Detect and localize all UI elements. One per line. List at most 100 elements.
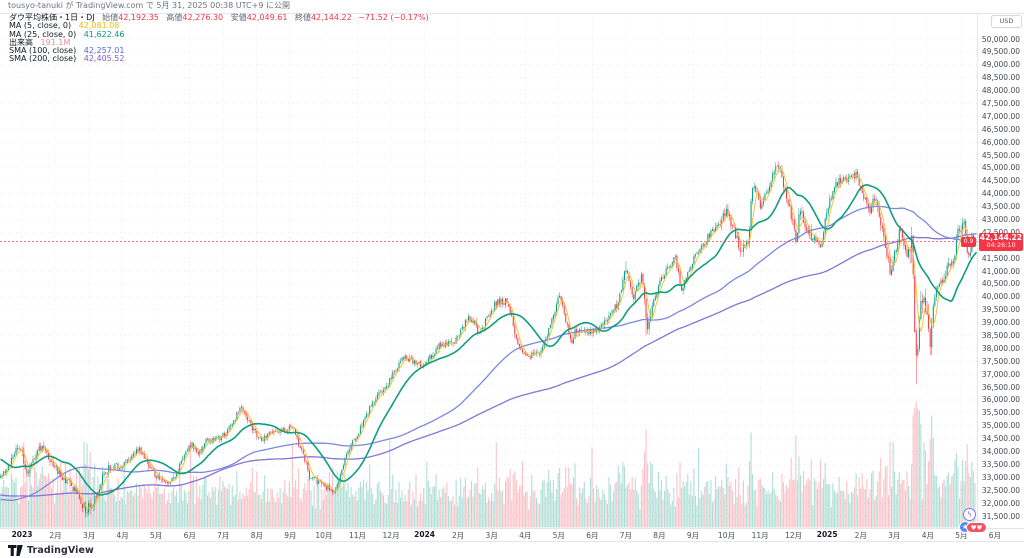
indicator-row-ma25[interactable]: MA (25, close, 0) 41,622.46 <box>9 29 429 39</box>
time-tick-label: 10月 <box>315 531 333 540</box>
time-tick-label: 2月 <box>854 531 867 540</box>
lightning-icon: ϟ <box>966 510 973 519</box>
candle-bodies-up <box>0 166 976 513</box>
price-tick-label: 43,000.00 <box>981 214 1020 224</box>
price-scale[interactable]: 50,000.00 49,500.00 49,000.00 48,500.00 48,0… <box>978 13 1024 528</box>
last-price-badge: 42,144.22 04:26:10 <box>979 232 1023 251</box>
time-tick-label: 4月 <box>921 531 934 540</box>
legend-main-row: ダウ平均株価・1日・DJ 始値42,192.35 高値42,276.30 安値4… <box>9 13 429 22</box>
publish-info-bar: tousyo-tanuki が TradingView.com で 5月 31,… <box>0 0 1024 13</box>
time-tick-label: 10月 <box>718 531 736 540</box>
price-tick-label: 46,500.00 <box>981 124 1020 134</box>
grid-vertical <box>21 13 962 528</box>
price-tick-label: 46,000.00 <box>981 137 1020 147</box>
price-tick-label: 50,000.00 <box>981 34 1020 44</box>
time-tick-label: 6月 <box>183 531 196 540</box>
price-tick-label: 35,500.00 <box>981 408 1020 418</box>
price-tick-label: 49,500.00 <box>981 47 1020 57</box>
price-tick-label: 48,500.00 <box>981 73 1020 83</box>
bar-countdown: 04:26:10 <box>986 241 1016 250</box>
price-tick-label: 32,000.00 <box>981 498 1020 508</box>
price-tick-label: 33,500.00 <box>981 459 1020 469</box>
volume-bars-up <box>0 408 976 528</box>
price-tick-label: 35,000.00 <box>981 421 1020 431</box>
time-tick-label: 7月 <box>619 531 633 540</box>
indicator-value: 42,405.52 <box>83 54 125 64</box>
footer-divider <box>0 541 1024 542</box>
time-tick-label: 2023 <box>11 530 33 539</box>
footer-bar: TradingView <box>0 542 1024 558</box>
time-tick-label: 7月 <box>217 531 230 540</box>
sma100-line <box>0 205 977 501</box>
time-tick-label: 11月 <box>348 531 367 540</box>
symbol-title[interactable]: ダウ平均株価・1日・DJ <box>9 13 95 22</box>
time-tick-label: 5月 <box>955 531 968 540</box>
indicator-row-sma100[interactable]: SMA (100, close) 42,257.01 <box>9 47 429 55</box>
indicator-row-volume[interactable]: 出来高 191.1M <box>9 37 429 47</box>
time-tick-label: 12月 <box>382 531 400 540</box>
currency-button[interactable]: USD <box>991 15 1022 28</box>
indicator-row-ma5[interactable]: MA (5, close, 0) 42,081.08 <box>9 22 429 30</box>
time-tick-label: 4月 <box>519 531 532 540</box>
high-label: 高値 <box>166 13 183 22</box>
time-tick-label: 8月 <box>250 531 263 540</box>
indicator-value: 42,081.08 <box>78 21 120 31</box>
last-price-value: 42,144.22 <box>979 232 1023 242</box>
low-value: 42,049.61 <box>246 13 288 22</box>
time-tick-label: 5月 <box>150 531 163 540</box>
price-tick-label: 44,000.00 <box>981 189 1020 199</box>
time-tick-label: 2024 <box>414 530 436 539</box>
reaction-heart-button[interactable]: ♥♥ <box>966 522 987 533</box>
price-tick-label: 47,500.00 <box>981 98 1020 108</box>
indicator-value: 42,257.01 <box>83 46 125 56</box>
price-tick-label: 45,500.00 <box>981 150 1020 160</box>
price-tick-label: 41,000.00 <box>981 266 1020 276</box>
time-tick-label: 3月 <box>82 531 96 540</box>
time-tick-label: 9月 <box>686 531 700 540</box>
price-tick-label: 43,500.00 <box>981 202 1020 212</box>
price-tick-label: 34,500.00 <box>981 434 1020 444</box>
price-tick-label: 48,000.00 <box>981 86 1020 96</box>
sma200-line <box>0 233 977 497</box>
price-tick-label: 33,000.00 <box>981 472 1020 482</box>
price-scale-divider <box>977 13 978 528</box>
indicator-value: 191.1M <box>40 37 71 47</box>
volume-bars-down <box>4 401 974 528</box>
heart-icon: ♥♥ <box>970 524 983 532</box>
tradingview-logo-icon[interactable] <box>8 544 23 556</box>
price-mini-badge: 0.9 <box>961 236 976 247</box>
price-tick-label: 38,000.00 <box>981 343 1020 353</box>
time-scale[interactable]: 2023 2月 3月 4月 5月 6月 7月 8月 9月 10月 11月 12月 2024 2月 3月 4月 5… <box>0 529 1024 541</box>
time-tick-label: 11月 <box>751 531 769 540</box>
tradingview-logo-text[interactable]: TradingView <box>27 544 94 556</box>
price-tick-label: 37,000.00 <box>981 369 1020 379</box>
time-tick-label: 2月 <box>49 531 62 540</box>
open-label: 始値 <box>102 13 119 22</box>
divider <box>0 13 1024 14</box>
price-tick-label: 31,500.00 <box>981 511 1020 521</box>
indicator-row-sma200[interactable]: SMA (200, close) 42,405.52 <box>9 55 429 63</box>
ma25-line <box>0 184 977 496</box>
indicator-label: MA (25, close, 0) <box>9 29 77 39</box>
time-tick-label: 6月 <box>988 531 1002 540</box>
price-tick-label: 41,500.00 <box>981 253 1020 263</box>
reaction-lightning-button[interactable]: ϟ <box>963 508 976 521</box>
time-tick-label: 3月 <box>485 531 498 540</box>
price-tick-label: 39,500.00 <box>981 305 1020 315</box>
change-value: −71.52 (−0.17%) <box>358 13 429 22</box>
price-tick-label: 44,500.00 <box>981 176 1020 186</box>
indicator-label: SMA (200, close) <box>9 54 77 64</box>
time-tick-label: 5月 <box>552 531 565 540</box>
price-tick-label: 37,500.00 <box>981 356 1020 366</box>
time-tick-label: 8月 <box>653 531 666 540</box>
price-tick-label: 39,000.00 <box>981 318 1020 328</box>
close-value: 42,144.22 <box>310 13 352 22</box>
price-tick-label: 47,000.00 <box>981 111 1020 121</box>
candle-wicks-up <box>0 162 976 517</box>
publish-info-text: tousyo-tanuki が TradingView.com で 5月 31,… <box>8 1 290 10</box>
time-tick-label: 2月 <box>452 531 465 540</box>
price-tick-label: 36,500.00 <box>981 382 1020 392</box>
price-tick-label: 42,500.00 <box>982 228 1020 237</box>
